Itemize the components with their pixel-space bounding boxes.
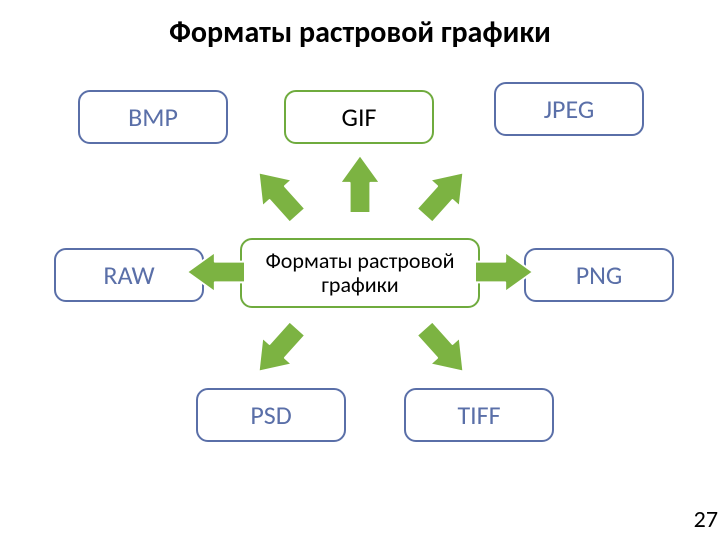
arrow-1 (241, 156, 315, 232)
node-psd: PSD (196, 388, 346, 442)
node-gif: GIF (284, 90, 434, 144)
node-png-label: PNG (576, 261, 623, 290)
node-raw: RAW (54, 248, 204, 302)
node-gif-label: GIF (342, 103, 377, 132)
node-tiff: TIFF (404, 388, 554, 442)
node-raw-label: RAW (103, 261, 154, 290)
arrow-4 (473, 250, 535, 294)
node-png: PNG (524, 248, 674, 302)
arrow-2 (407, 156, 481, 232)
page-number: 27 (694, 505, 718, 534)
arrow-6 (407, 312, 481, 388)
node-tiff-label: TIFF (457, 401, 500, 430)
arrow-3 (185, 250, 247, 294)
node-jpeg: JPEG (494, 82, 644, 136)
page-title: Форматы растровой графики (124, 14, 596, 51)
node-center-label: Форматы растровой графики (242, 249, 478, 297)
node-psd-label: PSD (250, 401, 291, 430)
node-center: Форматы растровой графики (240, 238, 480, 308)
node-bmp-label: BMP (128, 103, 178, 132)
arrow-0 (338, 153, 382, 215)
node-jpeg-label: JPEG (544, 95, 595, 124)
node-bmp: BMP (78, 90, 228, 144)
arrow-5 (241, 312, 315, 388)
